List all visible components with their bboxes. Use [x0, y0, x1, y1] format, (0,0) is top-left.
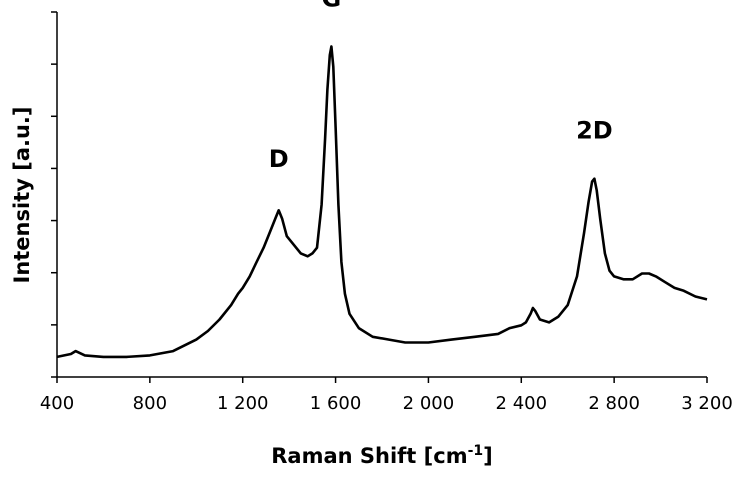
x-axis-title: Raman Shift [cm-1]	[271, 443, 493, 468]
x-tick-label: 2 400	[496, 393, 548, 414]
x-axis-tick-labels: 400 800 1 200 1 600 2 000 2 400 2 800 3 200	[40, 393, 733, 414]
x-tick-label: 1 200	[217, 393, 269, 414]
x-axis-title-superscript: -1	[468, 443, 484, 459]
peak-label-g: G	[322, 0, 342, 12]
y-axis	[51, 11, 58, 378]
x-tick-label: 400	[40, 393, 74, 414]
y-axis-title: Intensity [a.u.]	[10, 106, 34, 283]
x-tick-label: 3 200	[681, 393, 733, 414]
x-tick-label: 800	[133, 393, 167, 414]
peak-label-d: D	[269, 145, 289, 173]
peak-labels: D G 2D	[269, 0, 613, 173]
x-axis-title-suffix: ]	[483, 444, 493, 468]
x-tick-label: 2 000	[403, 393, 455, 414]
x-tick-label: 2 800	[588, 393, 640, 414]
spectrum-line	[56, 45, 708, 359]
peak-label-2d: 2D	[576, 116, 613, 144]
x-axis-title-main: Raman Shift [cm	[271, 444, 467, 468]
x-axis: 400 800 1 200 1 600 2 000 2 400 2 800 3 200	[40, 376, 733, 414]
x-tick-label: 1 600	[310, 393, 362, 414]
y-axis-ticks	[51, 11, 57, 378]
x-axis-ticks	[56, 377, 708, 383]
